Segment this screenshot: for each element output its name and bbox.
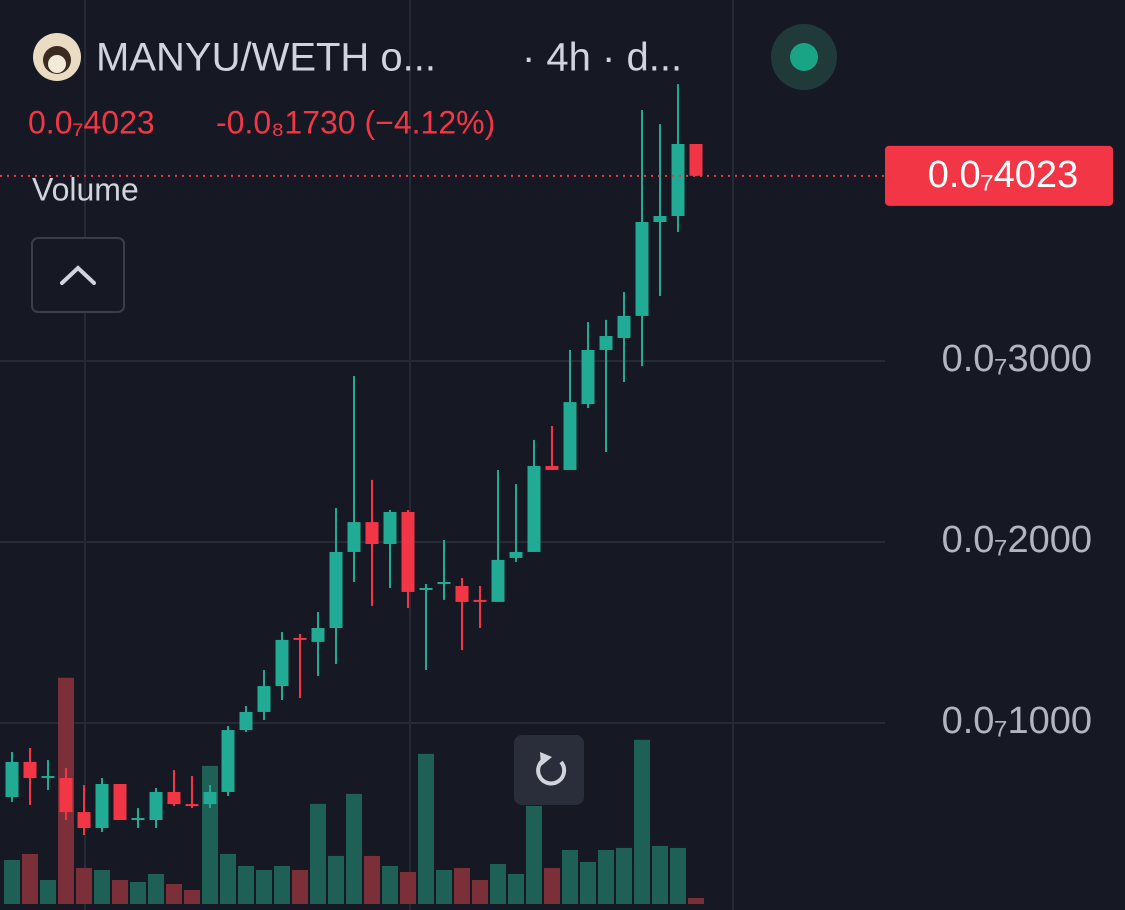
candle-body <box>401 511 415 592</box>
volume-bar <box>238 865 254 904</box>
volume-bar <box>508 873 524 904</box>
candle-body <box>455 585 469 602</box>
candle-body <box>509 551 523 558</box>
volume-bar <box>436 869 452 904</box>
volume-bar <box>22 853 38 904</box>
volume-bar <box>328 855 344 904</box>
change-readout: -0.0₈1730 (−4.12%) <box>216 104 495 140</box>
candle-body <box>293 637 307 640</box>
candle-body <box>545 465 559 470</box>
candle-body <box>23 761 37 779</box>
candle-body <box>527 465 541 552</box>
grid <box>0 0 885 910</box>
volume-bar <box>544 867 560 904</box>
candle-body <box>131 818 145 821</box>
candle-body <box>491 559 505 602</box>
chevron-up <box>60 265 96 285</box>
volume-bar <box>310 803 326 904</box>
candle-body <box>257 686 271 712</box>
volume-bar <box>490 863 506 904</box>
volume-bar <box>166 883 182 904</box>
candle-body <box>671 143 685 217</box>
volume-bar <box>580 861 596 904</box>
volume-bar <box>400 871 416 904</box>
candle-body <box>347 522 361 552</box>
marks <box>4 84 704 904</box>
collapse-button[interactable] <box>31 237 125 313</box>
volume-bar <box>652 845 668 904</box>
volume-bar <box>274 865 290 904</box>
candle-body <box>563 402 577 470</box>
candle-body <box>59 778 73 813</box>
candle-body <box>653 216 667 222</box>
volume-bar <box>148 873 164 904</box>
candle-body <box>473 599 487 602</box>
volume-bar <box>688 897 704 904</box>
candle-body <box>329 551 343 628</box>
volume-bar <box>346 793 362 904</box>
volume-bar <box>256 869 272 904</box>
candle-body <box>617 315 631 339</box>
volume-bar <box>94 869 110 904</box>
volume-bar <box>526 805 542 904</box>
volume-bar <box>616 847 632 904</box>
interval: · 4h · d... <box>522 36 682 80</box>
candle-body <box>149 791 163 821</box>
y-tick-label: 0.0₇2000 <box>942 519 1092 561</box>
candle-body <box>689 143 703 176</box>
candle-body <box>581 349 595 405</box>
candle-body <box>275 639 289 687</box>
candle-body <box>599 336 613 350</box>
volume-bar <box>112 879 128 904</box>
volume-bar <box>562 849 578 904</box>
candle-body <box>311 627 325 642</box>
volume-bar <box>472 879 488 904</box>
volume-bar <box>40 879 56 904</box>
volume-bar <box>598 849 614 904</box>
last-price-label: 0.0₇4023 <box>928 154 1078 196</box>
candle-body <box>383 511 397 544</box>
pair-title: MANYU/WETH o... <box>96 36 436 80</box>
last-price-box <box>885 145 1113 206</box>
candle-body <box>221 730 235 792</box>
candle-body <box>113 783 127 821</box>
y-tick-label: 0.0₇3000 <box>942 338 1092 380</box>
volume-bar <box>4 859 20 904</box>
candle-body <box>77 812 91 828</box>
volume-label: Volume <box>32 171 139 207</box>
reset-icon <box>536 757 567 786</box>
header: MANYU/WETH o... · 4h · d... 0.0₇4023 -0.… <box>28 24 837 805</box>
candle-body <box>5 761 19 798</box>
avatar-muzzle <box>48 55 66 73</box>
volume-bar <box>670 847 686 904</box>
volume-bar <box>634 739 650 904</box>
volume-bar <box>454 867 470 904</box>
candle-body <box>41 776 55 779</box>
candle-body <box>437 582 451 585</box>
volume-bar <box>418 753 434 904</box>
volume-bar <box>292 869 308 904</box>
volume-bar <box>220 853 236 904</box>
candle-body <box>635 221 649 316</box>
candle-body <box>239 711 253 731</box>
volume-bar <box>130 881 146 904</box>
candle-body <box>185 804 199 807</box>
candle-body <box>365 522 379 544</box>
volume-bar <box>382 865 398 904</box>
candle-body <box>203 791 217 805</box>
candle-body <box>419 587 433 590</box>
volume-bar <box>76 867 92 904</box>
status-dot <box>790 43 818 71</box>
volume-bar <box>364 855 380 904</box>
candle-body <box>95 783 109 828</box>
y-tick-label: 0.0₇1000 <box>942 700 1092 742</box>
volume-bar <box>184 889 200 904</box>
reset-button[interactable] <box>514 735 584 805</box>
candle-body <box>167 791 181 805</box>
ohlc-readout: 0.0₇4023 <box>28 104 155 140</box>
reset-arrow <box>540 752 552 766</box>
